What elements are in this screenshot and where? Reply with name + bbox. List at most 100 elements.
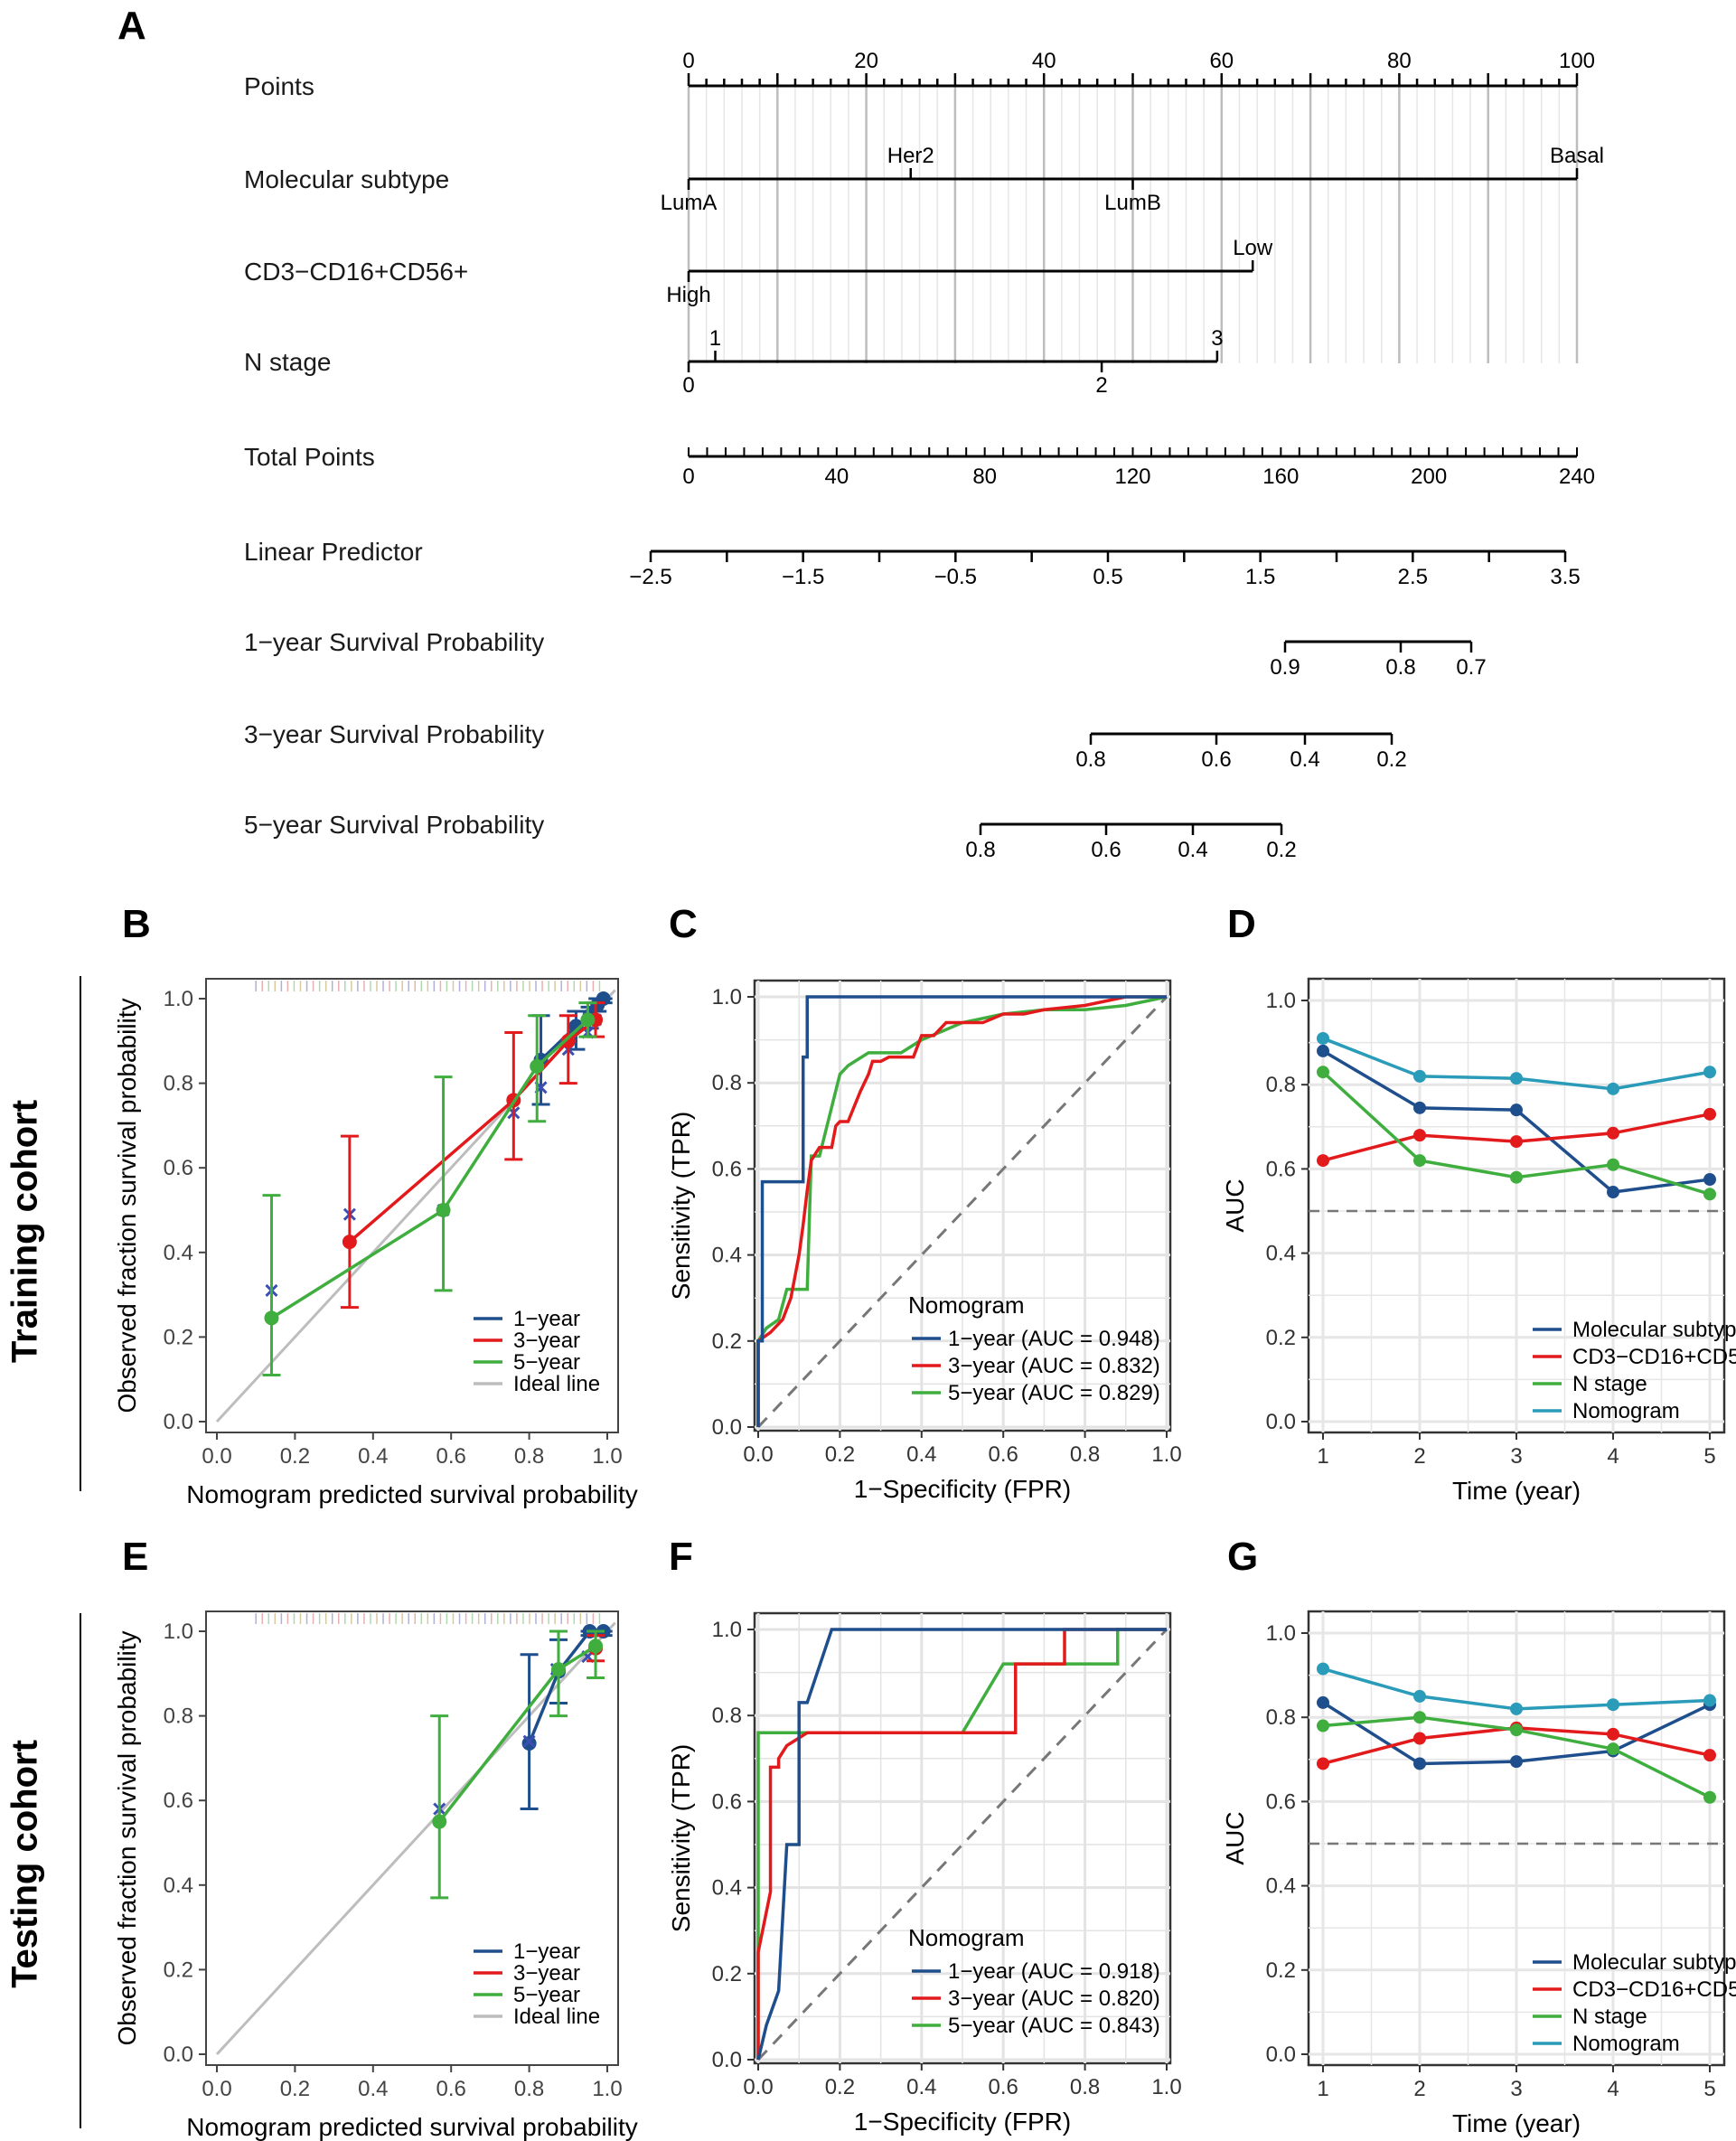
- y-tick-label: 0.8: [164, 1072, 193, 1096]
- variable-level-label: 3: [1211, 326, 1223, 351]
- y-tick-label: 1.0: [1266, 989, 1296, 1013]
- y-tick-label: 0.8: [712, 1704, 742, 1728]
- y-tick-label: 0.0: [164, 1410, 193, 1434]
- panel-letter-d: D: [1227, 902, 1256, 946]
- calibration-point: [580, 1012, 596, 1028]
- linear-predictor-tick-label: 2.5: [1398, 565, 1428, 589]
- x-axis-title: 1−Specificity (FPR): [854, 1475, 1071, 1503]
- auc-point: [1510, 1103, 1523, 1117]
- auc-point: [1510, 1072, 1523, 1085]
- y-tick-label: 0.2: [164, 1325, 193, 1349]
- y-tick-label: 0.0: [712, 2048, 742, 2072]
- x-tick-label: 0.8: [1070, 2075, 1100, 2099]
- auc-point: [1703, 1107, 1716, 1121]
- legend-title: Nomogram: [908, 1291, 1025, 1319]
- survival-tick-label: 0.4: [1290, 747, 1319, 772]
- chance-line: [756, 995, 1168, 1429]
- auc-point: [1413, 1732, 1426, 1745]
- variable-level-label: Low: [1233, 236, 1273, 260]
- nomogram-row-label: Linear Predictor: [244, 538, 423, 566]
- bootstrap-cross: [522, 1734, 536, 1748]
- roc-curve: [756, 995, 1167, 1427]
- variable-level-label: LumB: [1104, 191, 1161, 215]
- calibration-point: [521, 1736, 537, 1751]
- x-tick-label: 0.0: [743, 1442, 773, 1467]
- survival-tick-label: 0.6: [1201, 747, 1231, 772]
- auc-point: [1317, 1031, 1329, 1045]
- auc-point: [1703, 1188, 1716, 1201]
- x-tick-label: 0.6: [989, 2075, 1018, 2099]
- testing-cohort-rule: [80, 1613, 81, 2128]
- y-tick-label: 0.8: [1266, 1073, 1296, 1097]
- x-tick-label: 0.4: [358, 1444, 388, 1469]
- legend-label: 3−year: [513, 1961, 580, 1986]
- y-tick-label: 1.0: [712, 1618, 742, 1642]
- auc-point: [1703, 1173, 1716, 1187]
- x-tick-label: 0.0: [202, 2077, 231, 2101]
- y-tick-label: 0.2: [1266, 1326, 1296, 1350]
- legend-label: N stage: [1572, 1372, 1647, 1396]
- auc-point: [1607, 1186, 1619, 1199]
- x-tick-label: 5: [1703, 2077, 1715, 2101]
- x-tick-label: 0.8: [514, 1444, 544, 1469]
- y-tick-label: 0.4: [1266, 1242, 1296, 1266]
- y-axis-title: Sensitivity (TPR): [667, 1744, 695, 1932]
- x-tick-label: 1.0: [1151, 2075, 1181, 2099]
- auc-point: [1413, 1689, 1426, 1703]
- x-tick-label: 0.2: [825, 2075, 855, 2099]
- survival-tick-label: 0.2: [1266, 838, 1296, 862]
- auc-point: [1317, 1154, 1329, 1168]
- x-tick-label: 0.4: [906, 2075, 936, 2099]
- auc-point: [1703, 1066, 1716, 1079]
- x-tick-label: 0.6: [989, 1442, 1018, 1467]
- auc-point: [1413, 1101, 1426, 1114]
- legend-label: CD3−CD16+CD56+: [1572, 1977, 1736, 2002]
- y-tick-label: 0.6: [712, 1789, 742, 1814]
- panel-letter-f: F: [669, 1535, 693, 1579]
- linear-predictor-tick-label: −2.5: [629, 565, 671, 589]
- legend-title: Nomogram: [908, 1924, 1025, 1951]
- training-cohort-rule: [80, 976, 81, 1491]
- y-tick-label: 1.0: [164, 1620, 193, 1644]
- legend-label: Ideal line: [513, 1372, 600, 1396]
- y-tick-label: 0.4: [164, 1241, 193, 1265]
- y-axis-title: Sensitivity (TPR): [667, 1112, 695, 1300]
- legend-label: 5−year (AUC = 0.829): [948, 1381, 1160, 1405]
- y-tick-label: 0.8: [1266, 1705, 1296, 1730]
- y-tick-label: 0.4: [712, 1876, 742, 1901]
- x-tick-label: 1.0: [592, 1444, 622, 1469]
- nomogram-row-label: 3−year Survival Probability: [244, 720, 544, 748]
- calibration-point: [568, 1019, 584, 1034]
- nomogram-row-label: 5−year Survival Probability: [244, 811, 544, 839]
- x-tick-label: 0.8: [1070, 1442, 1100, 1467]
- auc-point: [1607, 1727, 1619, 1741]
- auc-point: [1413, 1757, 1426, 1770]
- y-tick-label: 0.4: [164, 1873, 193, 1898]
- x-axis-title: Time (year): [1452, 2109, 1581, 2137]
- chance-line: [756, 1628, 1168, 2061]
- nomogram-row-label: Molecular subtype: [244, 165, 449, 193]
- variable-level-label: High: [666, 283, 710, 307]
- legend-label: 1−year (AUC = 0.948): [948, 1327, 1160, 1351]
- variable-level-label: 2: [1095, 373, 1107, 398]
- x-tick-label: 0.6: [436, 1444, 466, 1469]
- legend-label: Nomogram: [1572, 1399, 1680, 1423]
- survival-tick-label: 0.6: [1091, 838, 1121, 862]
- y-tick-label: 0.8: [164, 1704, 193, 1729]
- auc-point: [1317, 1066, 1329, 1079]
- x-tick-label: 0.2: [825, 1442, 855, 1467]
- auc-point: [1607, 1082, 1619, 1095]
- y-tick-label: 0.6: [1266, 1789, 1296, 1814]
- linear-predictor-tick-label: 3.5: [1550, 565, 1580, 589]
- panel-letter-c: C: [669, 902, 698, 946]
- x-tick-label: 5: [1703, 1444, 1715, 1469]
- auc-point: [1413, 1069, 1426, 1083]
- x-tick-label: 4: [1607, 1444, 1619, 1469]
- y-tick-label: 0.6: [164, 1156, 193, 1180]
- total-points-tick-label: 80: [972, 465, 997, 489]
- auc-point: [1317, 1662, 1329, 1676]
- x-axis-title: 1−Specificity (FPR): [854, 2108, 1071, 2136]
- legend-label: Nomogram: [1572, 2032, 1680, 2056]
- calibration-point: [560, 1033, 576, 1048]
- y-tick-label: 1.0: [164, 987, 193, 1011]
